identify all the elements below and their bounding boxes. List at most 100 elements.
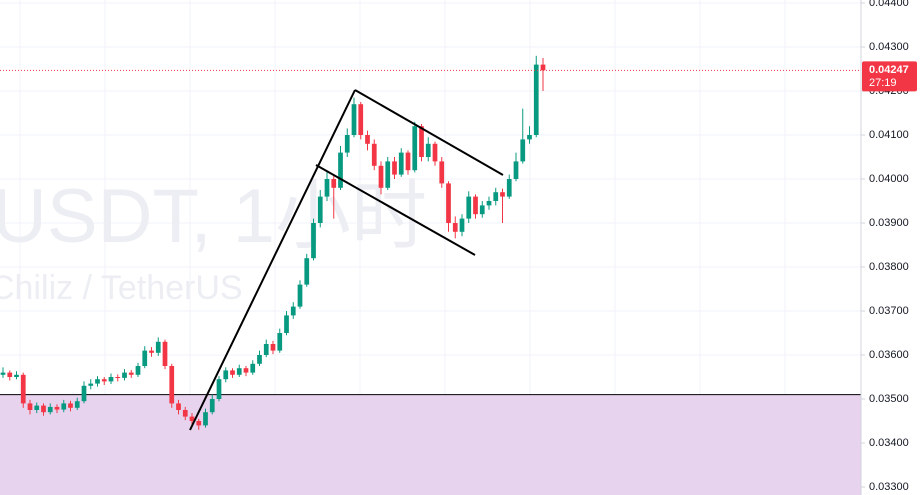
candle-body xyxy=(101,379,107,382)
candle-body xyxy=(203,412,208,426)
candle-body xyxy=(513,161,519,179)
y-tick-label: 0.03500 xyxy=(869,393,909,405)
candle-body xyxy=(466,196,472,219)
channel-line xyxy=(354,89,504,176)
trend-line xyxy=(189,89,356,431)
candle-body xyxy=(176,403,181,410)
candle-body xyxy=(385,161,391,188)
y-tick-label: 0.04100 xyxy=(869,129,909,141)
candle-body xyxy=(122,372,127,378)
candle-body xyxy=(378,165,384,188)
candle-body xyxy=(257,355,262,364)
candle-body xyxy=(520,139,526,162)
y-tick-label: 0.03400 xyxy=(869,437,909,449)
candle-body xyxy=(277,333,283,351)
candle-body xyxy=(95,379,100,384)
candle-body xyxy=(142,350,148,366)
candle-body xyxy=(365,135,370,144)
candle-body xyxy=(108,377,114,382)
candle-body xyxy=(14,374,19,377)
candle-body xyxy=(189,416,195,421)
price-label: 0.04247 xyxy=(869,64,909,76)
trend-lines xyxy=(189,89,504,431)
candle-body xyxy=(54,406,60,410)
candles xyxy=(0,55,546,430)
candle-body xyxy=(432,143,438,162)
candle-body xyxy=(270,344,276,351)
candle-body xyxy=(338,152,343,188)
candle-body xyxy=(155,341,161,353)
candle-body xyxy=(7,372,13,377)
candle-body xyxy=(0,372,6,375)
candle-body xyxy=(230,370,235,375)
candle-body xyxy=(196,421,202,426)
candle-body xyxy=(419,126,424,157)
candle-body xyxy=(459,218,465,232)
candle-body xyxy=(209,399,215,413)
candle-body xyxy=(392,161,397,175)
candle-body xyxy=(115,377,121,378)
candle-body xyxy=(34,405,40,410)
candle-body xyxy=(20,374,26,404)
watermark: USDT, 1小时 xyxy=(0,174,427,259)
candle-body xyxy=(446,183,451,223)
candle-body xyxy=(223,370,229,380)
candle-body xyxy=(405,152,411,171)
candle-body xyxy=(128,372,134,375)
candle-body xyxy=(500,192,505,197)
candle-body xyxy=(162,341,168,366)
candle-body xyxy=(331,179,337,188)
candle-body xyxy=(344,135,350,153)
candle-body xyxy=(486,201,492,206)
candle-body xyxy=(88,383,94,386)
candle-body xyxy=(533,64,539,135)
candle-body xyxy=(74,401,80,408)
countdown: 27:19 xyxy=(869,77,897,89)
y-tick-label: 0.04400 xyxy=(869,0,909,9)
candle-body xyxy=(412,126,418,171)
candle-body xyxy=(398,152,404,175)
candle-body xyxy=(284,315,289,333)
candle-body xyxy=(182,410,188,417)
candle-body xyxy=(68,403,73,408)
y-tick-label: 0.04300 xyxy=(869,41,909,53)
candle-body xyxy=(135,366,141,375)
candle-body xyxy=(493,192,499,201)
y-tick-label: 0.03300 xyxy=(869,481,909,493)
y-tick-label: 0.03700 xyxy=(869,305,909,317)
candle-body xyxy=(425,143,431,157)
price-label-box xyxy=(862,61,917,92)
candle-body xyxy=(216,379,222,399)
candle-body xyxy=(149,350,154,353)
channel-line xyxy=(315,164,476,256)
candle-body xyxy=(27,403,33,410)
candle-body xyxy=(317,196,323,223)
candle-body xyxy=(297,284,303,307)
candle-body xyxy=(290,306,296,316)
candle-body xyxy=(452,223,458,232)
candle-body xyxy=(169,366,175,404)
y-tick-label: 0.03800 xyxy=(869,261,909,273)
candle-body xyxy=(263,344,269,355)
candle-body xyxy=(41,405,46,413)
candle-body xyxy=(479,205,485,215)
candle-body xyxy=(250,363,256,373)
zone-fill xyxy=(0,394,861,495)
candle-body xyxy=(527,135,532,140)
candle-body xyxy=(371,143,377,166)
candle-body xyxy=(540,64,546,71)
candle-body xyxy=(243,368,249,373)
y-tick-label: 0.03900 xyxy=(869,217,909,229)
candle-body xyxy=(351,104,357,135)
support-zone xyxy=(0,394,861,495)
candle-body xyxy=(61,403,67,410)
candle-body xyxy=(236,368,242,375)
candle-body xyxy=(473,196,478,215)
candle-body xyxy=(358,104,364,135)
candle-body xyxy=(81,385,87,402)
candle-body xyxy=(439,161,445,184)
candle-body xyxy=(304,258,310,285)
